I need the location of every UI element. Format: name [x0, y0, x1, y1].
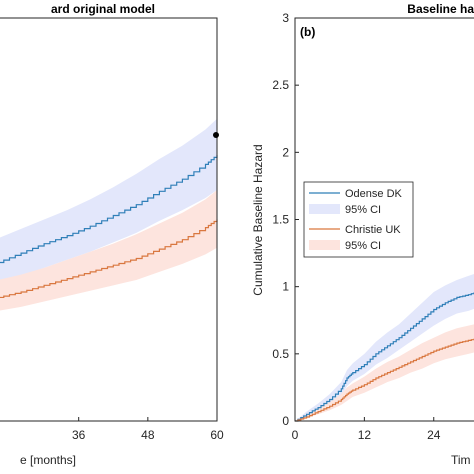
panel-a: ard original model 36 48 60 e [months] — [0, 2, 224, 467]
x-tick-label: 60 — [210, 428, 224, 442]
panel-b-y-axis-label: Cumulative Baseline Hazard — [251, 144, 265, 295]
panel-b-x-axis-label: Tim — [451, 453, 471, 467]
panel-b-y-ticks: 0 0.5 1 1.5 2 2.5 3 — [272, 11, 299, 428]
panel-a-ci-bands — [0, 118, 217, 311]
y-tick-label: 3 — [282, 11, 289, 25]
panel-b-title: Baseline ha — [407, 2, 474, 16]
marker-dot — [213, 132, 219, 138]
panel-a-x-axis-label: e [months] — [20, 453, 76, 467]
panel-b-x-ticks: 0 12 24 — [292, 417, 441, 442]
panel-a-x-ticks: 36 48 60 — [72, 417, 224, 442]
panel-b-ci-bands — [295, 273, 474, 421]
legend-label-odense: Odense DK — [345, 188, 403, 200]
ci-band-christie — [0, 189, 217, 311]
legend-label-christie: Christie UK — [345, 224, 401, 236]
panel-b-legend: Odense DK 95% CI Christie UK 95% CI — [303, 181, 414, 258]
x-tick-label: 0 — [292, 428, 299, 442]
legend-swatch-christie-ci — [309, 240, 340, 250]
panel-a-title: ard original model — [51, 2, 155, 16]
series-line-odense — [0, 155, 218, 264]
panel-b-lines — [295, 292, 474, 422]
y-tick-label: 2 — [282, 145, 289, 159]
panel-a-lines — [0, 155, 218, 299]
series-line-odense — [295, 292, 474, 422]
y-tick-label: 0 — [282, 414, 289, 428]
series-line-christie — [295, 338, 474, 422]
x-tick-label: 48 — [141, 428, 155, 442]
y-tick-label: 2.5 — [272, 78, 289, 92]
y-tick-label: 1.5 — [272, 213, 289, 227]
panel-b: Baseline ha (b) 0 0.5 1 1.5 2 2.5 3 0 12 24 Cumu… — [251, 2, 474, 467]
y-tick-label: 0.5 — [272, 347, 289, 361]
x-tick-label: 24 — [427, 428, 441, 442]
y-tick-label: 1 — [282, 280, 289, 294]
panel-b-letter: (b) — [300, 25, 315, 39]
legend-label-christie-ci: 95% CI — [345, 240, 381, 252]
legend-label-odense-ci: 95% CI — [345, 204, 381, 216]
ci-band-christie — [295, 324, 474, 421]
legend-swatch-odense-ci — [309, 204, 340, 214]
x-tick-label: 12 — [358, 428, 372, 442]
x-tick-label: 36 — [72, 428, 86, 442]
panel-a-axes-box — [0, 17, 218, 422]
series-line-christie — [0, 219, 218, 299]
